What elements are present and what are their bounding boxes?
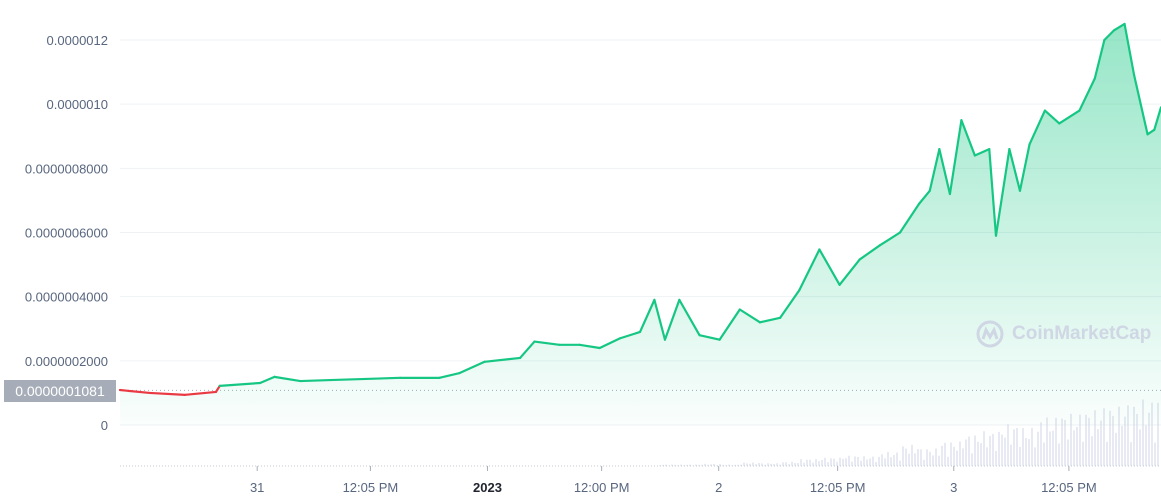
- x-tick-label: 3: [950, 480, 957, 495]
- x-tick-label: 12:05 PM: [343, 480, 399, 495]
- price-line-segment: [184, 390, 218, 396]
- y-tick-label: 0: [101, 418, 108, 433]
- price-line-segment: [1153, 106, 1161, 131]
- x-tick-label: 12:05 PM: [1041, 480, 1097, 495]
- price-line-segment: [618, 330, 642, 340]
- price-line-segment: [663, 298, 681, 341]
- y-tick-label: 0.0000008000: [25, 161, 108, 176]
- price-line-segment: [918, 189, 931, 205]
- price-line-segment: [598, 337, 621, 350]
- price-line-segment: [838, 258, 861, 286]
- price-line-segment: [1058, 109, 1081, 125]
- price-line-segment: [1078, 77, 1096, 112]
- price-line-segment: [1018, 143, 1031, 192]
- price-line-segment: [214, 384, 221, 394]
- price-area: [120, 23, 1161, 425]
- price-line-segment: [718, 308, 741, 341]
- current-price-tag: 0.0000001081: [4, 380, 116, 402]
- x-tick-label: 2: [715, 480, 722, 495]
- price-line-segment: [638, 298, 656, 334]
- price-line-segment: [533, 340, 561, 346]
- price-line-segment: [483, 356, 522, 363]
- price-line-segment: [758, 316, 782, 324]
- x-tick-label: 12:00 PM: [574, 480, 630, 495]
- price-line-segment: [798, 248, 821, 292]
- y-tick-label: 0.0000012: [47, 33, 108, 48]
- price-line-segment: [928, 147, 941, 192]
- price-line-segment: [518, 340, 536, 360]
- price-line-segment: [578, 343, 601, 350]
- price-line-segment: [218, 381, 262, 387]
- price-line-segment: [1093, 38, 1106, 80]
- x-tick-label: 2023: [473, 480, 502, 495]
- x-tick-label: 12:05 PM: [810, 480, 866, 495]
- price-line-segment: [258, 375, 276, 385]
- price-line-segment: [1103, 29, 1116, 42]
- price-line-segment: [960, 119, 976, 157]
- price-line-segment: [778, 289, 801, 319]
- price-line-segment: [858, 244, 881, 261]
- watermark-text: CoinMarketCap: [1012, 323, 1152, 344]
- x-tick-label: 31: [250, 480, 264, 495]
- price-line-segment: [438, 371, 461, 379]
- price-line-segment: [653, 298, 667, 341]
- y-tick-label: 0.0000010: [47, 97, 108, 112]
- price-line-segment: [1133, 74, 1149, 136]
- price-line-segment: [118, 388, 151, 395]
- price-line-segment: [878, 231, 902, 247]
- price-line-segment: [1146, 128, 1156, 136]
- price-line-segment: [1123, 22, 1136, 77]
- price-line-segment: [458, 360, 486, 375]
- price-line-segment: [898, 202, 921, 234]
- price-line-segment: [818, 248, 841, 286]
- price-line-segment: [938, 147, 952, 196]
- price-line-segment: [299, 378, 332, 383]
- price-line-segment: [1028, 109, 1047, 146]
- watermark: CoinMarketCap: [976, 320, 1151, 348]
- price-line-segment: [948, 119, 963, 196]
- price-line-segment: [988, 147, 998, 237]
- price-line-segment: [273, 375, 302, 383]
- y-tick-label: 0.0000002000: [25, 354, 108, 369]
- price-line-segment: [329, 376, 402, 382]
- price-line-segment: [148, 391, 187, 396]
- price-line-segment: [1043, 109, 1061, 125]
- price-line-segment: [698, 334, 721, 341]
- y-tick-label: 0.0000004000: [25, 290, 108, 305]
- price-line-segment: [1008, 147, 1022, 192]
- price-line-segment: [994, 147, 1011, 237]
- price-line-segment: [738, 308, 762, 324]
- price-line-segment: [678, 298, 701, 337]
- price-line-segment: [973, 147, 991, 157]
- price-line-segment: [1112, 22, 1126, 32]
- coinmarketcap-logo-icon: [976, 320, 1004, 348]
- y-tick-label: 0.0000006000: [25, 226, 108, 241]
